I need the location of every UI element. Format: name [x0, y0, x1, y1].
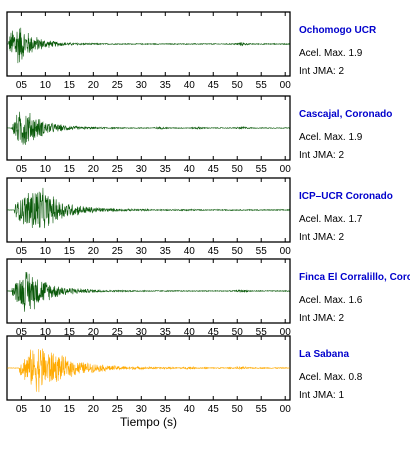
x-tick-label: 20 — [88, 80, 100, 91]
x-axis-title: Tiempo (s) — [120, 415, 177, 429]
panel-frame — [6, 258, 291, 324]
panel-frame — [6, 335, 291, 401]
x-tick-label: 05 — [16, 404, 28, 415]
panel-frame — [6, 11, 291, 77]
station-name: Finca El Corralillo, Coronado — [299, 272, 410, 283]
x-tick-label: 45 — [208, 327, 220, 338]
panel-4: 05 10 15 20 25 30 35 40 45 50 55 00 Finca El Corrali… — [6, 258, 410, 338]
int-jma-label: Int JMA: 2 — [299, 150, 344, 161]
x-tick-label: 40 — [184, 246, 196, 257]
x-tick-label: 45 — [208, 80, 220, 91]
x-tick-label: 55 — [256, 246, 268, 257]
x-tick-label: 55 — [256, 327, 268, 338]
panel-5: 05 10 15 20 25 30 35 40 45 50 55 00 La Sabana Acel. M… — [6, 335, 363, 415]
x-tick-label: 35 — [160, 164, 172, 175]
x-tick-label: 50 — [232, 246, 244, 257]
x-tick-label: 15 — [64, 164, 76, 175]
x-tick-label: 35 — [160, 80, 172, 91]
x-tick-label: 55 — [256, 80, 268, 91]
x-tick-label: 25 — [112, 246, 124, 257]
x-tick-label: 40 — [184, 404, 196, 415]
x-tick-label: 35 — [160, 327, 172, 338]
acel-max-label: Acel. Max. 0.8 — [299, 372, 363, 383]
x-tick-label: 50 — [232, 164, 244, 175]
station-name: ICP–UCR Coronado — [299, 191, 393, 202]
panel-1: 05 10 15 20 25 30 35 40 45 50 55 00 Ochomogo UCR Acel… — [6, 11, 377, 91]
x-tick-label: 10 — [40, 246, 52, 257]
x-tick-label: 25 — [112, 164, 124, 175]
x-tick-label: 10 — [40, 404, 52, 415]
x-tick-label: 15 — [64, 327, 76, 338]
x-tick-label: 00 — [280, 327, 292, 338]
x-tick-label: 30 — [136, 246, 148, 257]
x-tick-label: 55 — [256, 404, 268, 415]
x-tick-label: 25 — [112, 327, 124, 338]
acel-max-label: Acel. Max. 1.9 — [299, 48, 363, 59]
panel-frame — [6, 95, 291, 161]
x-tick-label: 50 — [232, 404, 244, 415]
x-tick-label: 05 — [16, 327, 28, 338]
x-tick-label: 25 — [112, 404, 124, 415]
x-tick-label: 00 — [280, 404, 292, 415]
x-tick-label: 10 — [40, 164, 52, 175]
x-tick-label: 05 — [16, 246, 28, 257]
x-tick-label: 40 — [184, 164, 196, 175]
x-tick-label: 10 — [40, 327, 52, 338]
x-tick-label: 15 — [64, 80, 76, 91]
x-tick-label: 35 — [160, 404, 172, 415]
panel-2: 05 10 15 20 25 30 35 40 45 50 55 00 Cascajal, Corona… — [6, 95, 392, 175]
x-tick-label: 05 — [16, 80, 28, 91]
acel-max-label: Acel. Max. 1.9 — [299, 132, 363, 143]
x-tick-label: 40 — [184, 327, 196, 338]
x-tick-label: 40 — [184, 80, 196, 91]
x-tick-label: 05 — [16, 164, 28, 175]
waveform-series — [7, 271, 290, 312]
x-tick-label: 30 — [136, 164, 148, 175]
x-tick-label: 30 — [136, 404, 148, 415]
x-tick-label: 50 — [232, 327, 244, 338]
x-tick-label: 50 — [232, 80, 244, 91]
int-jma-label: Int JMA: 2 — [299, 232, 344, 243]
acel-max-label: Acel. Max. 1.6 — [299, 295, 363, 306]
waveform-series — [7, 187, 290, 229]
x-tick-label: 00 — [280, 80, 292, 91]
station-name: La Sabana — [299, 349, 349, 360]
waveform-series — [7, 27, 290, 64]
panel-frame — [6, 177, 291, 243]
x-tick-label: 00 — [280, 164, 292, 175]
x-tick-label: 45 — [208, 404, 220, 415]
x-tick-label: 55 — [256, 164, 268, 175]
acel-max-label: Acel. Max. 1.7 — [299, 214, 363, 225]
station-name: Cascajal, Coronado — [299, 109, 392, 120]
x-tick-label: 45 — [208, 246, 220, 257]
int-jma-label: Int JMA: 2 — [299, 313, 344, 324]
panel-3: 05 10 15 20 25 30 35 40 45 50 55 00 ICP–UCR Coronado… — [6, 177, 393, 257]
x-tick-label: 20 — [88, 404, 100, 415]
x-tick-label: 35 — [160, 246, 172, 257]
x-tick-label: 20 — [88, 246, 100, 257]
x-tick-label: 20 — [88, 164, 100, 175]
station-name: Ochomogo UCR — [299, 25, 377, 36]
x-tick-label: 15 — [64, 246, 76, 257]
x-tick-label: 00 — [280, 246, 292, 257]
x-tick-label: 45 — [208, 164, 220, 175]
x-tick-label: 15 — [64, 404, 76, 415]
waveform-series — [7, 111, 290, 145]
x-tick-label: 20 — [88, 327, 100, 338]
x-tick-label: 30 — [136, 80, 148, 91]
x-tick-label: 10 — [40, 80, 52, 91]
waveform-series — [7, 348, 290, 393]
x-tick-label: 30 — [136, 327, 148, 338]
x-tick-label: 25 — [112, 80, 124, 91]
int-jma-label: Int JMA: 1 — [299, 390, 344, 401]
int-jma-label: Int JMA: 2 — [299, 66, 344, 77]
